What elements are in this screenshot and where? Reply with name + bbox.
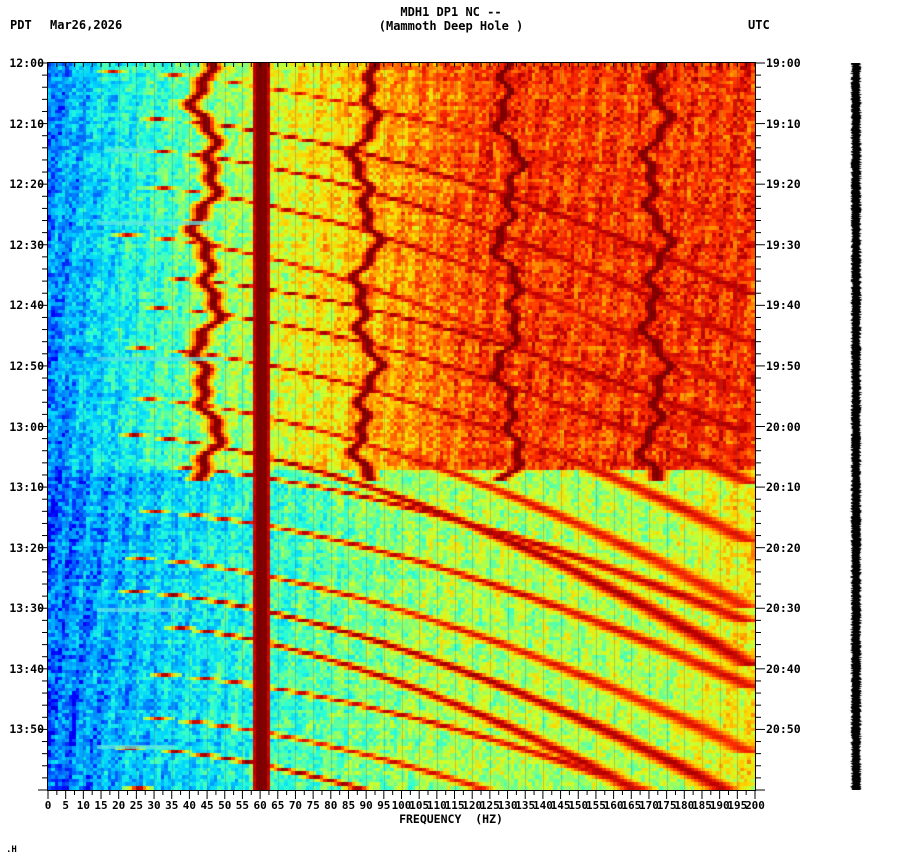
waveform-strip-canvas [849, 63, 863, 790]
right-time-label: 19:50 [766, 358, 801, 373]
frequency-tick-label: 10 [76, 799, 90, 812]
left-time-label: 13:20 [9, 540, 44, 555]
frequency-tick-label: 195 [727, 799, 748, 812]
left-time-label: 12:50 [9, 358, 44, 373]
frequency-tick-label: 150 [568, 799, 589, 812]
frequency-tick-label: 115 [444, 799, 465, 812]
left-time-label: 12:10 [9, 116, 44, 131]
timezone-label-left: PDT [10, 18, 32, 32]
left-time-label: 13:30 [9, 601, 44, 616]
frequency-tick-label: 15 [94, 799, 108, 812]
frequency-tick-label: 90 [359, 799, 373, 812]
frequency-tick-label: 165 [621, 799, 642, 812]
frequency-tick-label: 40 [182, 799, 197, 812]
frequency-tick-label: 170 [639, 799, 659, 812]
frequency-tick-label: 80 [324, 799, 338, 812]
frequency-tick-label: 190 [709, 799, 730, 812]
right-time-label: 20:50 [766, 722, 801, 737]
clipped-waveform-strip [849, 63, 863, 790]
frequency-tick-label: 30 [147, 799, 161, 812]
right-time-label: 19:00 [766, 56, 801, 70]
frequency-tick-label: 60 [253, 799, 267, 812]
right-time-label: 20:10 [766, 480, 801, 495]
right-time-label: 19:40 [766, 298, 801, 313]
frequency-tick-label: 25 [129, 799, 143, 812]
left-time-label: 12:30 [9, 237, 44, 252]
right-time-label: 20:40 [766, 661, 801, 676]
frequency-tick-label: 5 [62, 799, 69, 812]
frequency-tick-label: 85 [341, 799, 356, 812]
right-time-label: 20:20 [766, 540, 801, 555]
frequency-tick-label: 180 [674, 799, 695, 812]
spectrogram-canvas [48, 63, 755, 790]
frequency-tick-label: 175 [656, 799, 677, 812]
right-time-label: 20:00 [766, 419, 801, 434]
frequency-tick-label: 55 [235, 799, 250, 812]
record-date-label: Mar26,2026 [50, 18, 123, 32]
left-time-label: 13:10 [9, 480, 44, 495]
spectrogram-plot-area[interactable] [48, 63, 755, 790]
frequency-tick-label: 130 [497, 799, 518, 812]
frequency-tick-label: 135 [515, 799, 536, 812]
frequency-tick-label: 100 [391, 799, 412, 812]
timezone-label-right: UTC [748, 18, 770, 32]
right-time-label: 20:30 [766, 601, 801, 616]
left-time-label: 12:00 [9, 56, 44, 70]
station-name-title: (Mammoth Deep Hole ) [378, 19, 524, 33]
frequency-tick-label: 145 [550, 799, 571, 812]
left-time-label: 13:40 [9, 661, 44, 676]
frequency-tick-label: 125 [479, 799, 500, 812]
frequency-tick-label: 120 [462, 799, 483, 812]
right-time-label: 19:10 [766, 116, 801, 131]
frequency-tick-label: 75 [306, 799, 320, 812]
left-time-label: 13:00 [9, 419, 44, 434]
frequency-tick-label: 160 [603, 799, 624, 812]
frequency-tick-label: 20 [112, 799, 126, 812]
right-time-label: 19:20 [766, 177, 801, 192]
frequency-tick-label: 50 [218, 799, 232, 812]
right-time-label: 19:30 [766, 237, 801, 252]
frequency-tick-label: 70 [288, 799, 303, 812]
corner-mark: .H [6, 845, 17, 855]
left-time-label: 12:20 [9, 177, 44, 192]
xaxis-title: FREQUENCY (HZ) [399, 812, 503, 826]
left-time-label: 13:50 [9, 722, 44, 737]
frequency-tick-label: 95 [377, 799, 391, 812]
frequency-tick-label: 140 [532, 799, 553, 812]
frequency-tick-label: 105 [409, 799, 430, 812]
frequency-tick-label: 0 [44, 799, 52, 812]
left-time-label: 12:40 [9, 298, 44, 313]
frequency-tick-label: 155 [585, 799, 606, 812]
frequency-tick-label: 200 [745, 799, 765, 812]
frequency-tick-label: 185 [692, 799, 712, 812]
frequency-tick-label: 65 [271, 799, 285, 812]
frequency-tick-label: 35 [165, 799, 179, 812]
frequency-tick-label: 110 [426, 799, 447, 812]
station-code-title: MDH1 DP1 NC -- [400, 5, 502, 19]
frequency-tick-label: 45 [200, 799, 214, 812]
